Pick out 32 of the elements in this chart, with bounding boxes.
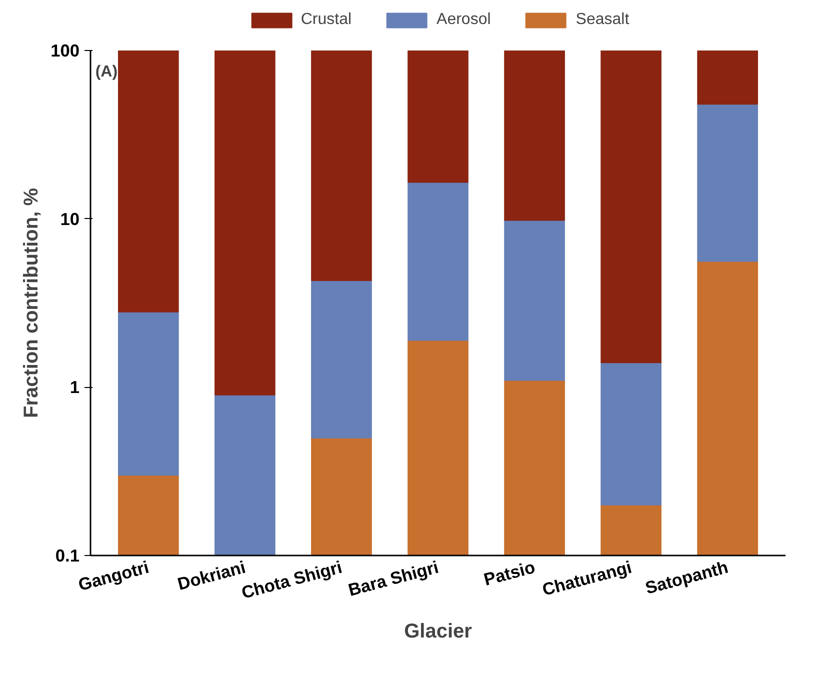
y-tick-label: 10 bbox=[60, 208, 80, 229]
y-axis-title: Fraction contribution, % bbox=[20, 188, 43, 418]
bar bbox=[118, 311, 179, 476]
legend-label: Aerosol bbox=[436, 11, 491, 29]
legend-label: Crustal bbox=[300, 11, 352, 29]
bar bbox=[311, 50, 372, 282]
bar bbox=[214, 50, 276, 396]
bar bbox=[697, 104, 758, 262]
bar bbox=[311, 280, 372, 438]
annotation: (A) bbox=[95, 64, 118, 80]
x-tick-label: Bara Shigri bbox=[346, 556, 441, 600]
y-tick-label: 1 bbox=[70, 377, 80, 398]
y-tick-label: 0.1 bbox=[55, 546, 80, 566]
bar bbox=[600, 362, 662, 506]
bar bbox=[600, 504, 662, 556]
bar bbox=[600, 50, 662, 364]
bar bbox=[697, 50, 758, 105]
bar bbox=[504, 50, 565, 221]
x-axis-title: Glacier bbox=[404, 620, 472, 642]
bar bbox=[504, 380, 565, 556]
bar bbox=[311, 437, 372, 556]
bar bbox=[214, 394, 276, 556]
bar bbox=[408, 182, 468, 341]
bar bbox=[408, 50, 468, 183]
y-tick-label: 100 bbox=[50, 40, 80, 60]
bar bbox=[118, 474, 179, 556]
x-tick-label: Patsio bbox=[482, 556, 538, 590]
bar bbox=[118, 50, 179, 312]
legend-label: Seasalt bbox=[576, 11, 630, 29]
bar bbox=[697, 260, 758, 556]
bar bbox=[504, 220, 565, 381]
bar bbox=[408, 340, 468, 556]
